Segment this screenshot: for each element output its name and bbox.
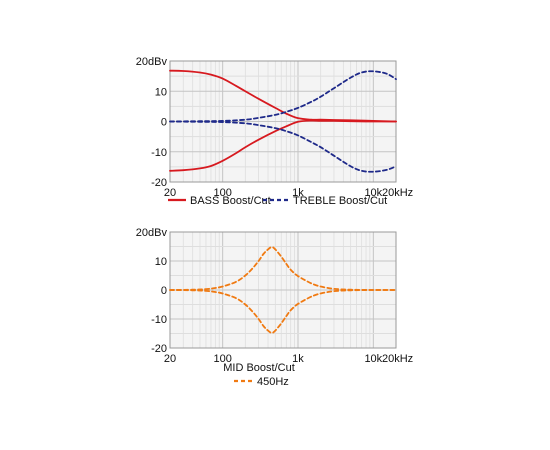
x-tick-label: 20 — [164, 353, 176, 365]
series-line-bass-boost-cut — [169, 69, 397, 123]
x-tick-label: 10k — [364, 353, 382, 365]
y-tick-label: 10 — [155, 86, 167, 98]
y-tick-label: 0 — [161, 285, 167, 297]
y-tick-label: -10 — [151, 314, 167, 326]
series-line-bass-boost-cut — [169, 119, 397, 172]
y-tick-label: -20 — [151, 177, 167, 189]
x-tick-label: 100 — [213, 353, 231, 365]
legend-label-treble: TREBLE Boost/Cut — [293, 195, 387, 207]
x-tick-label: 1k — [292, 187, 304, 199]
series-line-450hz — [169, 289, 397, 334]
series-line-treble-boost-cut — [169, 70, 397, 123]
series-line-450hz — [169, 246, 397, 291]
y-tick-label: 0 — [161, 117, 167, 129]
legend-label-bass: BASS Boost/Cut — [190, 195, 271, 207]
x-tick-label: 10k — [364, 187, 382, 199]
x-tick-label: 100 — [213, 187, 231, 199]
series-line-treble-boost-cut — [169, 120, 397, 173]
y-tick-label: -10 — [151, 147, 167, 159]
x-tick-label: 1k — [292, 353, 304, 365]
legend-label-450hz: 450Hz — [257, 376, 289, 388]
x-tick-label: 20kHz — [382, 187, 413, 199]
y-tick-label: 20dBv — [136, 56, 168, 68]
y-tick-label: -20 — [151, 343, 167, 355]
x-tick-label: 20kHz — [382, 353, 413, 365]
y-tick-label: 10 — [155, 256, 167, 268]
y-tick-label: 20dBv — [136, 227, 168, 239]
legend-title-mid: MID Boost/Cut — [223, 362, 295, 374]
x-tick-label: 20 — [164, 187, 176, 199]
